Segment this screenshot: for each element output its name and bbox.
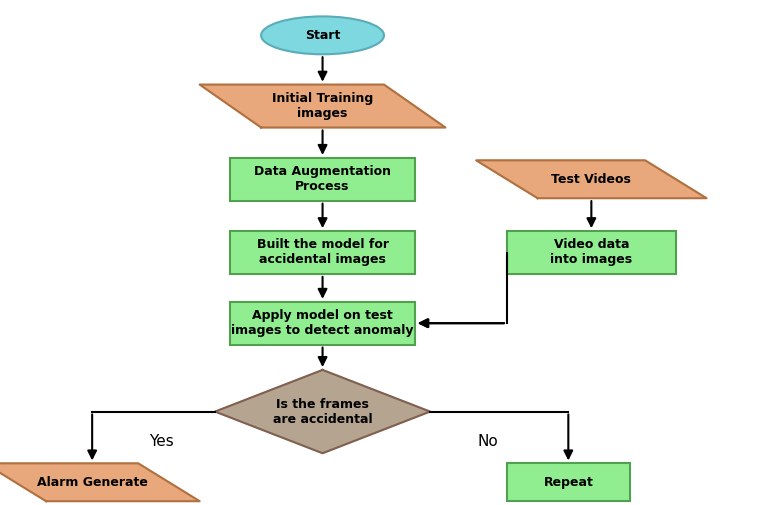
FancyBboxPatch shape (230, 158, 415, 200)
FancyBboxPatch shape (230, 231, 415, 274)
Text: Initial Training
images: Initial Training images (272, 92, 373, 120)
Text: Test Videos: Test Videos (551, 173, 631, 186)
Text: Data Augmentation
Process: Data Augmentation Process (254, 165, 391, 193)
Text: Alarm Generate: Alarm Generate (37, 476, 147, 489)
Polygon shape (0, 464, 200, 501)
Text: Start: Start (305, 29, 340, 42)
Text: Video data
into images: Video data into images (551, 238, 632, 267)
FancyBboxPatch shape (230, 301, 415, 344)
Text: Built the model for
accidental images: Built the model for accidental images (257, 238, 389, 267)
Text: Repeat: Repeat (544, 476, 593, 489)
Text: Yes: Yes (149, 434, 174, 449)
FancyBboxPatch shape (507, 464, 630, 501)
Polygon shape (200, 84, 445, 127)
Text: No: No (477, 434, 498, 449)
Polygon shape (476, 160, 707, 198)
Ellipse shape (261, 16, 384, 54)
Polygon shape (215, 370, 430, 453)
Text: Apply model on test
images to detect anomaly: Apply model on test images to detect ano… (231, 309, 414, 337)
FancyBboxPatch shape (507, 231, 676, 274)
Text: Is the frames
are accidental: Is the frames are accidental (273, 397, 372, 426)
